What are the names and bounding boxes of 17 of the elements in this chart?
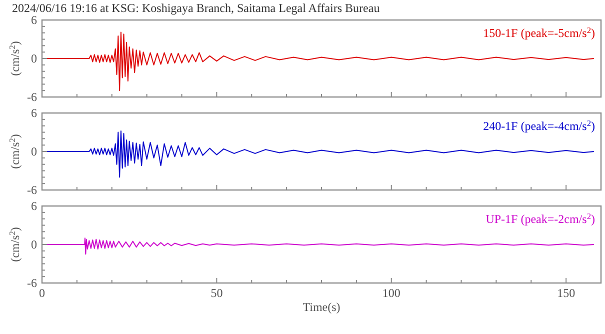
y-tick-label: 6 [31,199,37,213]
y-tick-label: -6 [27,183,37,197]
y-tick-label: 6 [31,13,37,27]
annotation: UP-1F (peak=-2cm/s$^{2}$) [486,212,595,226]
x-tick-label: 150 [557,286,576,300]
annotation: 150-1F (peak=-5cm/s$^{2}$) [483,26,595,40]
y-tick-label: -6 [27,90,37,104]
y-tick-label: 0 [31,52,37,66]
x-tick-label: 100 [382,286,400,300]
annotation: 240-1F (peak=-4cm/s$^{2}$) [483,118,595,133]
y-tick-label: 0 [31,144,37,158]
y-tick-label: 6 [31,106,37,120]
x-tick-label: 50 [210,286,223,300]
chart-title: 2024/06/16 19:16 at KSG: Koshigaya Branch, Saitama Legal Affairs Bureau [12,1,380,15]
y-tick-label: -6 [27,276,37,290]
x-axis-title: Time(s) [302,300,340,314]
y-tick-label: 0 [31,238,37,252]
